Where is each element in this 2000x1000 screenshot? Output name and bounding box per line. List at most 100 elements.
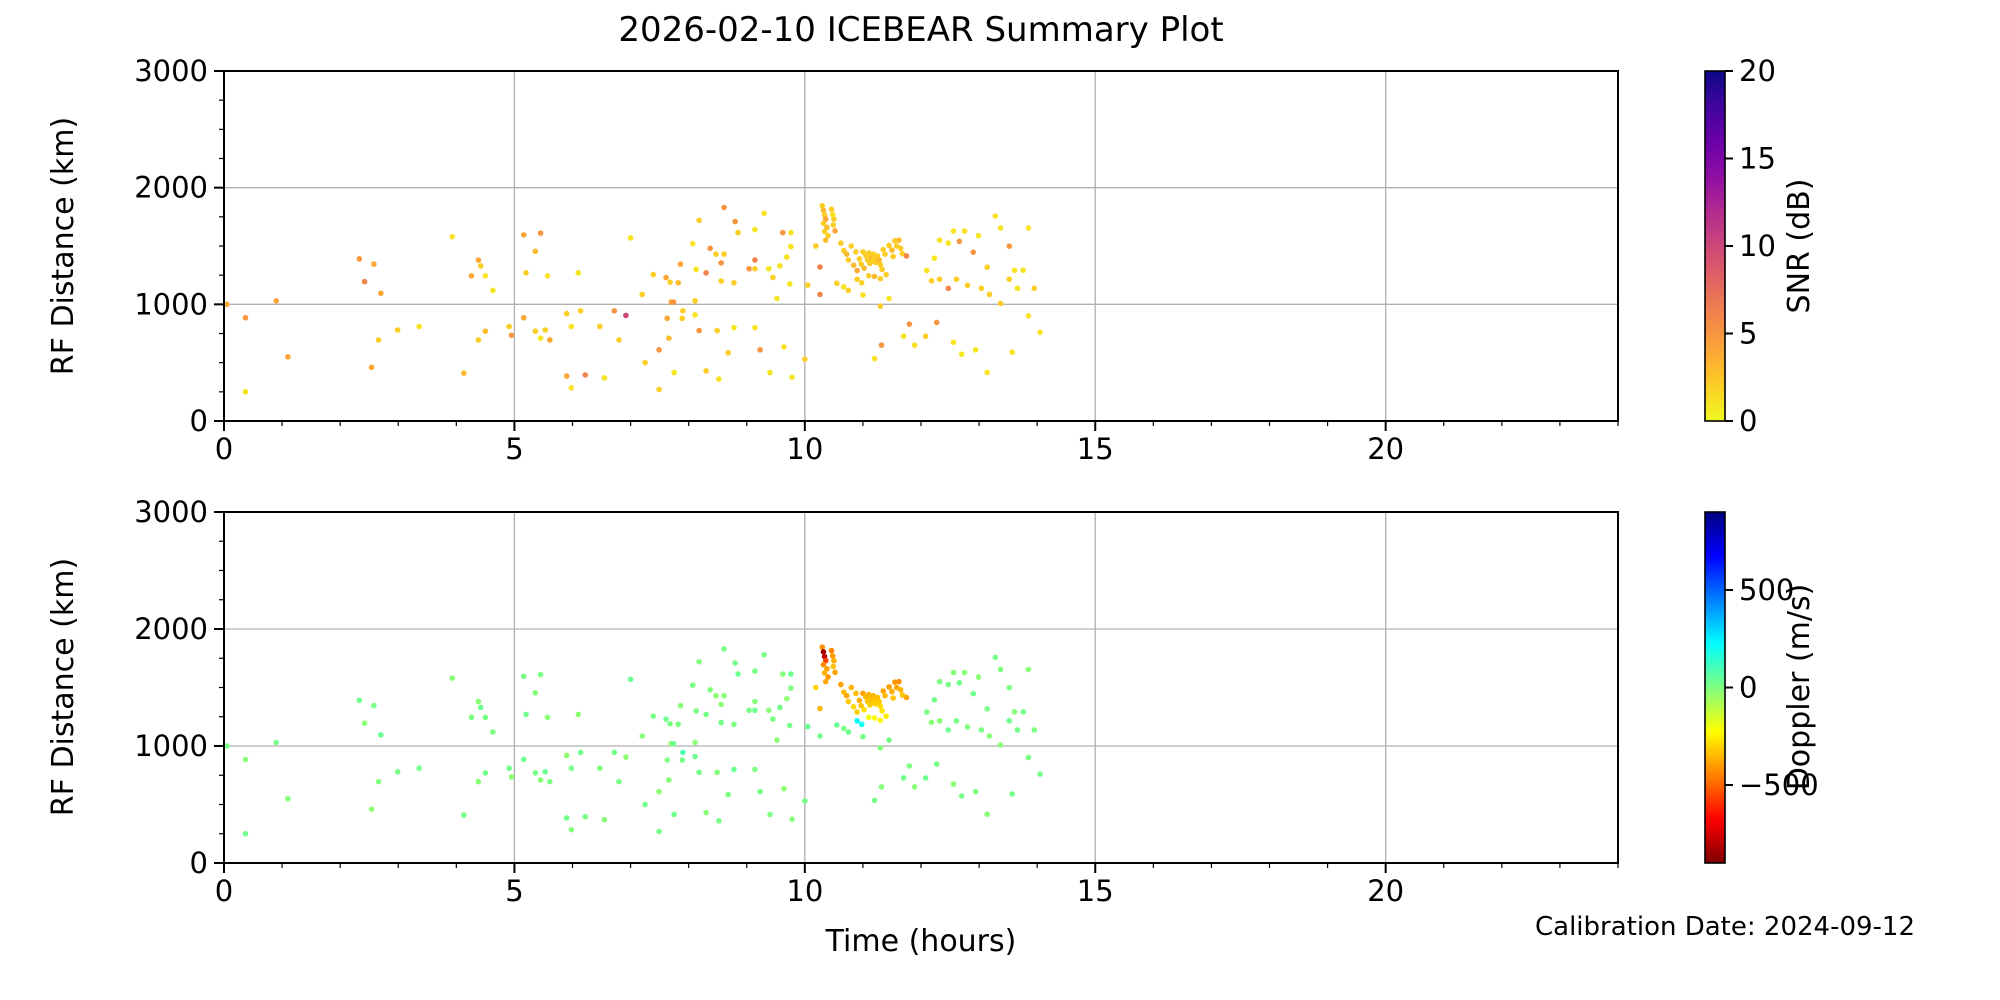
scatter-point [824,665,830,672]
scatter-point [692,753,698,760]
scatter-point [956,680,963,686]
scatter-point [547,337,553,343]
scatter-point [547,778,553,785]
scatter-point [871,273,878,280]
scatter-point [532,248,539,255]
scatter-point [984,705,991,712]
scatter-point [848,684,855,691]
scatter-point [877,744,884,751]
x-tick-label: 10 [786,874,823,908]
scatter-point [886,684,892,690]
colorbar-gradient [1704,70,1726,422]
scatter-point [242,830,249,837]
doppler-subplot-colorbar: 500 0 −500 [1704,511,1819,864]
scatter-point [789,374,795,381]
scatter-point [900,333,907,339]
scatter-point [361,720,368,726]
scatter-point [663,716,669,722]
scatter-point [718,701,724,708]
scatter-point [703,809,709,816]
colorbar-tick-label: 20 [1739,54,1776,88]
scatter-point [858,279,865,286]
scatter-point [972,347,979,353]
y-tick-label: 2000 [134,171,208,205]
scatter-point [896,237,902,243]
scatter-point [856,256,863,262]
scatter-point [880,246,887,253]
scatter-point [482,770,489,776]
scatter-point [721,204,727,211]
scatter-point [601,375,608,381]
scatter-point [656,788,662,795]
scatter-point [900,775,907,781]
scatter-point [931,696,938,703]
scatter-point [922,333,929,339]
scatter-point [770,274,776,281]
scatter-point [520,314,527,321]
scatter-point [1006,243,1013,249]
scatter-point [886,737,892,743]
scatter-point [752,707,758,714]
scatter-point [1006,276,1013,283]
scatter-point [563,373,570,379]
scatter-point [449,233,456,240]
scatter-point [568,765,575,772]
scatter-point [833,722,840,728]
scatter-point [861,265,867,271]
scatter-point [361,278,368,285]
scatter-point [449,675,456,681]
scatter-point [972,788,979,795]
scatter-point [718,260,724,266]
scatter-point [865,272,872,279]
scatter-point [845,698,852,705]
scatter-point [779,671,786,677]
scatter-point [831,216,837,222]
scatter-point [273,739,280,746]
scatter-point [924,709,930,715]
scatter-point [577,307,584,314]
scatter-point [627,235,634,241]
scatter-point [368,364,375,371]
scatter-point [961,669,968,676]
scatter-point [840,725,847,732]
scatter-point [931,255,938,262]
scatter-point [878,342,885,348]
scatter-point [356,697,363,704]
scatter-point [906,321,913,327]
scatter-point [416,765,422,772]
scatter-point [1031,285,1038,292]
scatter-point [664,757,670,763]
scatter-point [577,749,584,756]
scatter-point [666,777,672,783]
scatter-point [689,240,696,247]
scatter-point [461,812,467,818]
scatter-point [860,733,866,740]
scatter-point [371,702,377,709]
scatter-point [616,778,622,785]
scatter-point [679,757,686,763]
scatter-point [623,754,629,760]
figure-title: 2026-02-10 ICEBEAR Summary Plot [618,10,1224,50]
scatter-point [788,229,794,236]
scatter-point [544,272,551,279]
scatter-point [858,721,865,728]
scatter-point [639,733,645,739]
scatter-point [1025,754,1032,761]
scatter-point [563,815,570,821]
scatter-point [563,752,570,759]
scatter-point [582,813,589,820]
scatter-point [788,685,794,691]
scatter-point [537,671,544,678]
scatter-point [731,766,737,773]
scatter-point [537,230,544,236]
scatter-point [490,729,496,735]
x-tick-label: 0 [215,874,233,908]
scatter-point [671,369,677,376]
scatter-point [821,670,828,676]
scatter-point [788,243,794,250]
scatter-point [820,207,827,214]
scatter-point [689,682,696,688]
scatter-point [813,243,819,249]
